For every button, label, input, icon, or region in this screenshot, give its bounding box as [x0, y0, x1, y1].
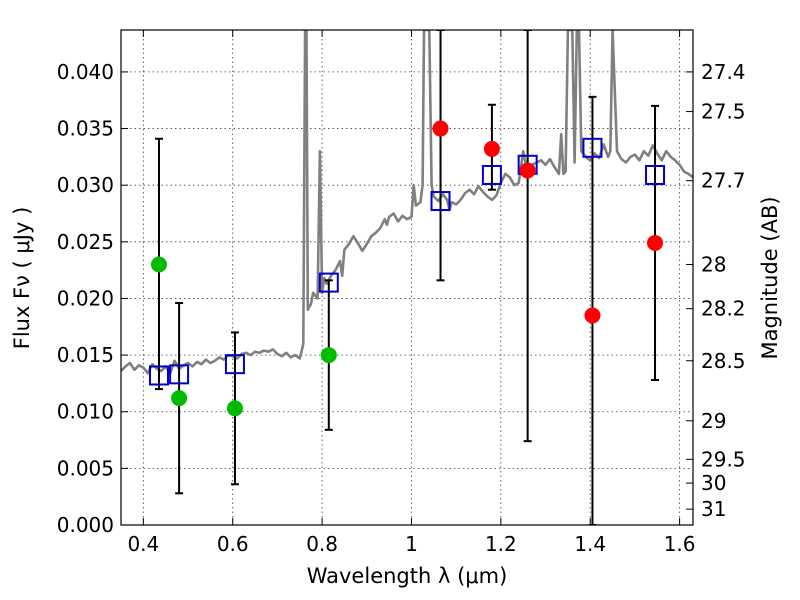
y-tick-label: 0.035 — [57, 117, 114, 141]
red-data-point — [647, 234, 664, 251]
model-square-point — [645, 164, 666, 185]
observed-circle-layer — [150, 120, 664, 417]
right-tick-label: 27.7 — [701, 169, 746, 193]
y-axis-title-right: Magnitude (AB) — [758, 196, 782, 359]
right-tick-label: 28.2 — [701, 297, 746, 321]
model-square-layer — [148, 137, 666, 386]
plot-frame — [120, 29, 694, 526]
y-axis-title-left: Flux Fν ( μJy ) — [10, 207, 34, 350]
green-data-point — [171, 390, 188, 407]
x-tick-label: 1.2 — [485, 532, 517, 556]
errorbar-layer — [154, 30, 660, 525]
plot-area — [121, 30, 693, 525]
red-data-point — [432, 120, 449, 137]
green-data-point — [226, 400, 243, 417]
axis-ticks — [121, 30, 693, 526]
right-tick-label: 30 — [701, 471, 726, 495]
y-tick-label: 0.040 — [57, 60, 114, 84]
spectrum-layer — [121, 30, 693, 375]
right-tick-label: 28.5 — [701, 349, 746, 373]
x-tick-label: 1 — [405, 532, 418, 556]
red-data-point — [519, 162, 536, 179]
red-data-point — [584, 307, 601, 324]
x-tick-label: 0.6 — [217, 532, 249, 556]
green-data-point — [320, 347, 337, 364]
model-square-point — [169, 364, 190, 385]
model-square-point — [582, 137, 603, 158]
right-tick-label: 31 — [701, 497, 726, 521]
x-tick-labels: 0.4 0.6 0.8 1 1.2 1.4 1.6 — [127, 532, 695, 556]
x-tick-label: 0.8 — [306, 532, 338, 556]
y-tick-label: 0.015 — [57, 343, 114, 367]
x-tick-label: 1.6 — [664, 532, 696, 556]
green-data-point — [150, 256, 167, 273]
y-tick-label: 0.005 — [57, 456, 114, 480]
right-tick-label: 28 — [701, 252, 726, 276]
x-tick-label: 0.4 — [127, 532, 159, 556]
y-tick-labels: 0.000 0.005 0.010 0.015 0.020 0.025 0.030 0.035… — [57, 60, 114, 537]
right-tick-label: 27.4 — [701, 60, 746, 84]
x-axis-title: Wavelength λ (μm) — [307, 564, 508, 588]
y-tick-label: 0.020 — [57, 286, 114, 310]
spectrum-line — [121, 30, 693, 375]
y-tick-label: 0.010 — [57, 400, 114, 424]
y-tick-label: 0.030 — [57, 173, 114, 197]
grid — [121, 30, 693, 526]
y-tick-label: 0.025 — [57, 230, 114, 254]
right-tick-label: 27.5 — [701, 100, 746, 124]
model-square-point — [224, 354, 245, 375]
y-tick-label: 0.000 — [57, 513, 114, 537]
model-square-point — [148, 365, 169, 386]
model-square-point — [430, 191, 451, 212]
model-square-point — [481, 164, 502, 185]
model-square-point — [318, 272, 339, 293]
right-tick-label: 29 — [701, 409, 726, 433]
right-tick-label: 29.5 — [701, 447, 746, 471]
x-tick-label: 1.4 — [574, 532, 606, 556]
red-data-point — [483, 140, 500, 157]
